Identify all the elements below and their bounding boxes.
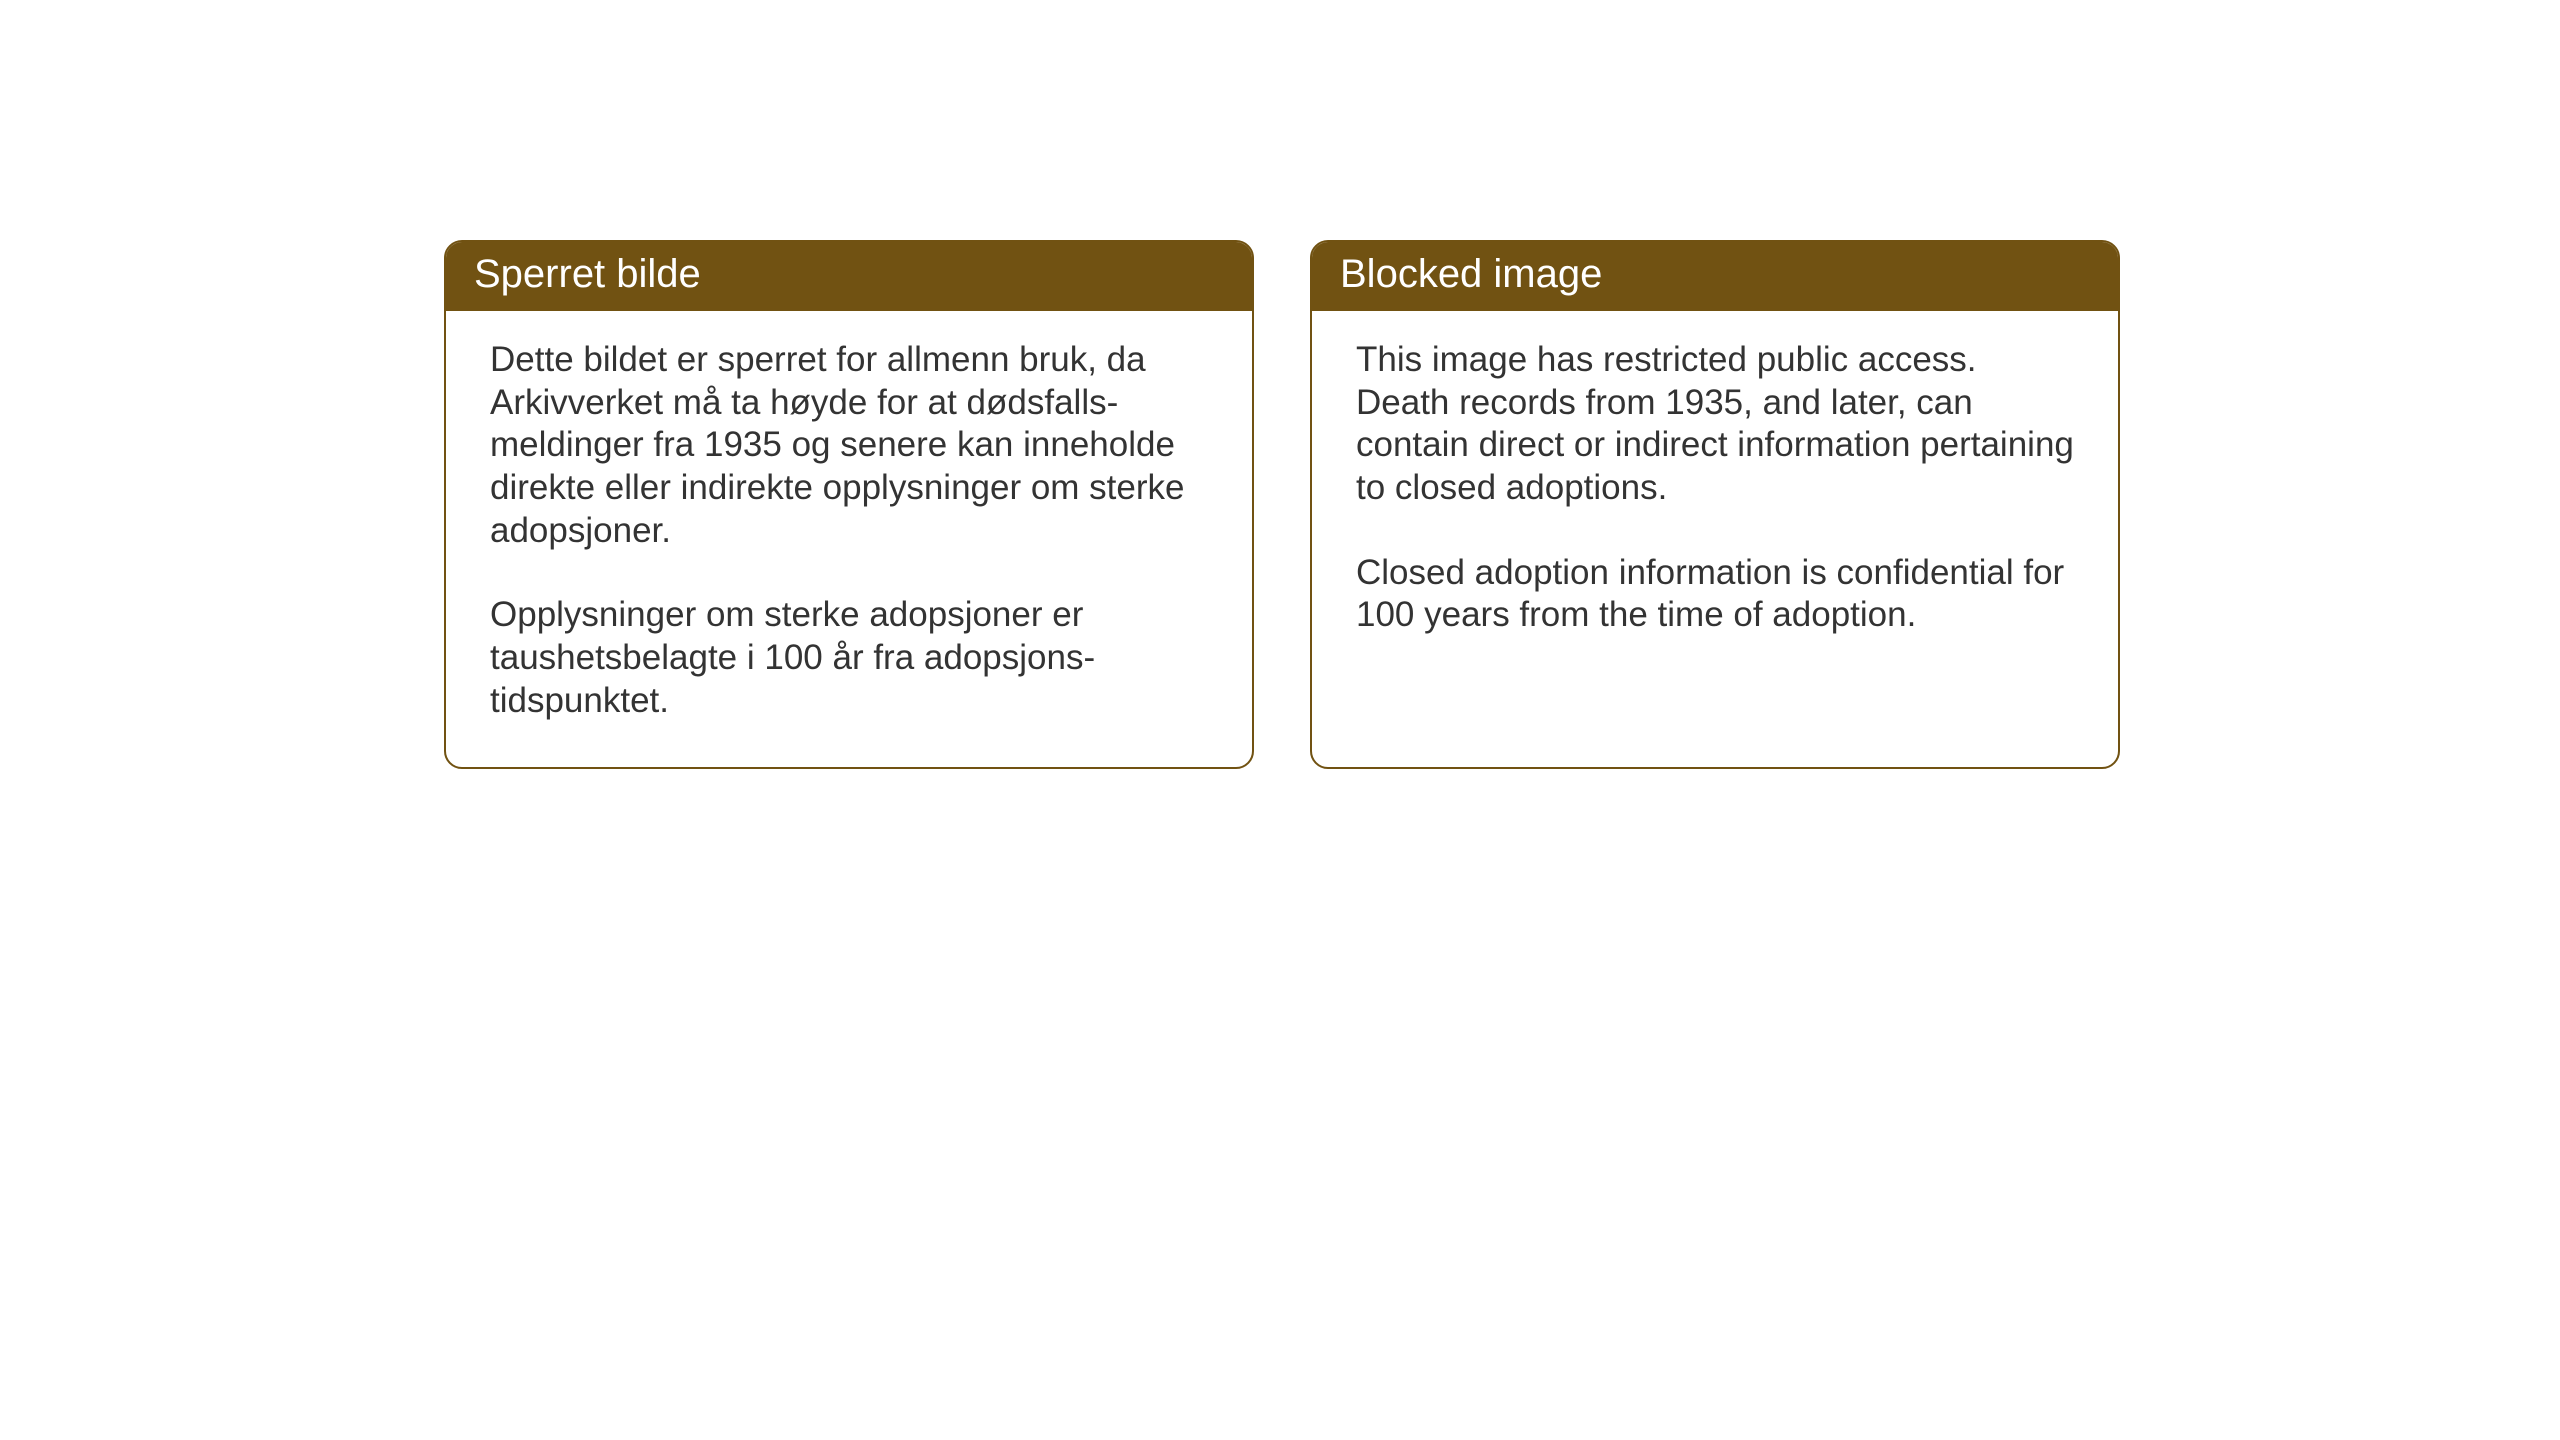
card-title: Sperret bilde	[474, 252, 701, 296]
card-header-norwegian: Sperret bilde	[446, 242, 1252, 311]
card-paragraph: Opplysninger om sterke adopsjoner er tau…	[490, 594, 1208, 722]
card-paragraph: Closed adoption information is confident…	[1356, 552, 2074, 637]
notice-card-english: Blocked image This image has restricted …	[1310, 240, 2120, 769]
card-paragraph: Dette bildet er sperret for allmenn bruk…	[490, 339, 1208, 552]
card-paragraph: This image has restricted public access.…	[1356, 339, 2074, 510]
card-body-english: This image has restricted public access.…	[1312, 311, 2118, 681]
card-header-english: Blocked image	[1312, 242, 2118, 311]
card-body-norwegian: Dette bildet er sperret for allmenn bruk…	[446, 311, 1252, 767]
notice-card-norwegian: Sperret bilde Dette bildet er sperret fo…	[444, 240, 1254, 769]
notice-container: Sperret bilde Dette bildet er sperret fo…	[0, 0, 2560, 769]
card-title: Blocked image	[1340, 252, 1602, 296]
